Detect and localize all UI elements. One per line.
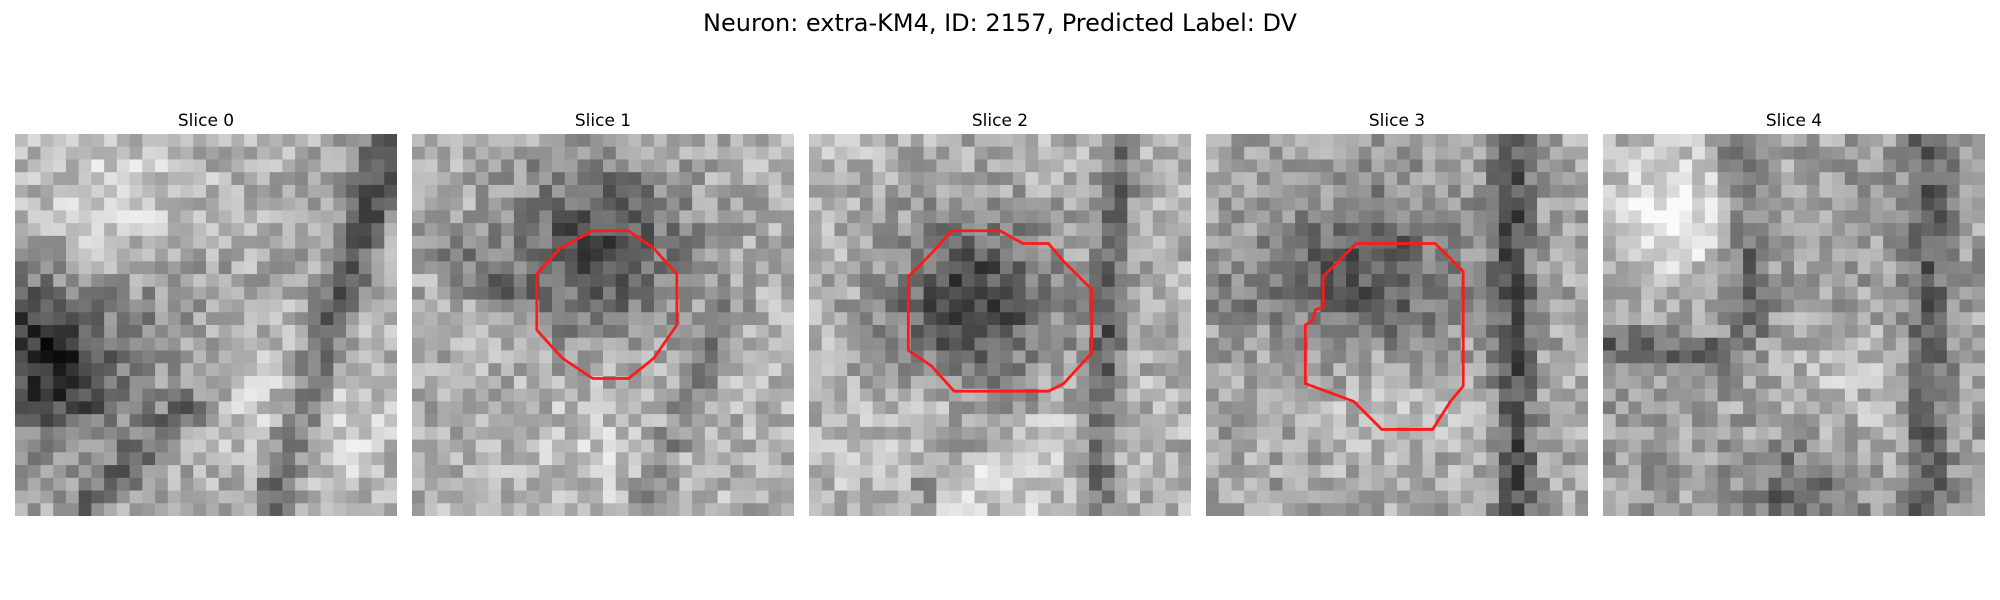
slice-image [1603,134,1985,516]
slice-image [412,134,794,516]
figure-title: Neuron: extra-KM4, ID: 2157, Predicted L… [703,9,1297,37]
roi-contour [535,229,679,380]
roi-contour [906,229,1094,393]
roi-contour [1303,242,1465,431]
panel-slice-2: Slice 2 [809,108,1191,520]
panel-slice-3: Slice 3 [1206,108,1588,520]
panel-title: Slice 2 [971,111,1029,131]
slice-image [15,134,397,516]
slice-image [809,134,1191,516]
panel-title: Slice 3 [1368,111,1426,131]
panel-title: Slice 1 [574,111,632,131]
panel-title: Slice 0 [177,111,235,131]
panel-slice-1: Slice 1 [412,108,794,520]
panel-slice-0: Slice 0 [15,108,397,520]
panel-slice-4: Slice 4 [1603,108,1985,520]
panel-title: Slice 4 [1765,111,1823,131]
slice-image [1206,134,1588,516]
